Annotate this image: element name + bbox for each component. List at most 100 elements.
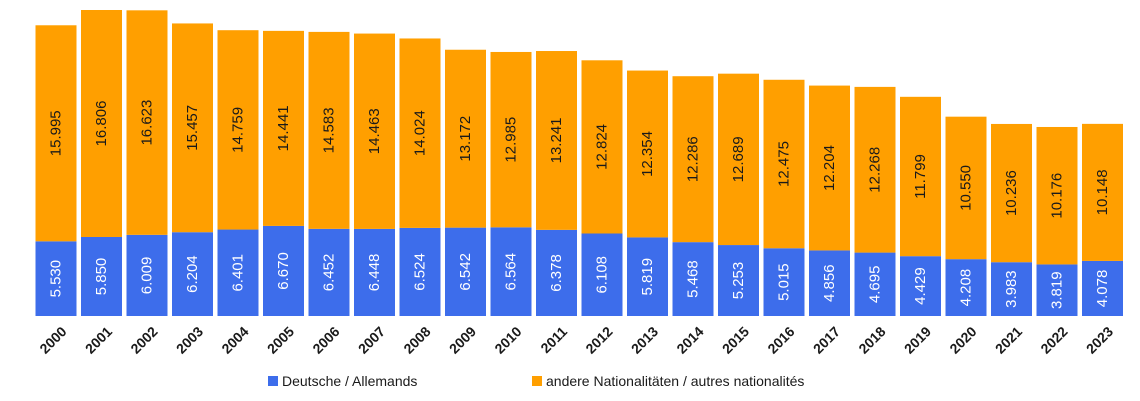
x-tick-2003: 2003: [173, 323, 206, 356]
bar-deutsche-2016: [763, 248, 805, 316]
bar-deutsche-2018: [854, 252, 896, 316]
value-label-deutsche-2003: 6.204: [184, 255, 201, 293]
value-label-deutsche-2007: 6.448: [366, 254, 383, 292]
value-labels-group: 5.530 15.995 5.850 16.806 6.009 16.623 6.204 15…: [48, 100, 1112, 309]
bars-group: [35, 10, 1123, 316]
value-label-andere-2016: 12.475: [776, 141, 793, 187]
value-label-deutsche-2014: 5.468: [685, 260, 702, 298]
x-tick-2020: 2020: [946, 323, 979, 356]
legend-swatch-deutsche: [268, 376, 278, 386]
x-tick-2008: 2008: [400, 323, 433, 356]
value-label-deutsche-2004: 6.401: [230, 254, 247, 292]
x-tick-2012: 2012: [582, 323, 615, 356]
bar-deutsche-2014: [672, 242, 714, 316]
bar-deutsche-2007: [354, 228, 395, 316]
bar-deutsche-2019: [900, 256, 941, 316]
x-tick-2018: 2018: [855, 323, 888, 356]
legend-label-deutsche: Deutsche / Allemands: [282, 373, 417, 389]
bar-deutsche-2011: [536, 229, 577, 316]
value-label-andere-2003: 15.457: [184, 105, 201, 151]
bar-andere-2017: [809, 85, 850, 251]
value-label-deutsche-2019: 4.429: [912, 267, 929, 305]
bar-deutsche-2005: [263, 225, 304, 316]
bar-deutsche-2015: [718, 245, 759, 316]
bar-deutsche-2021: [991, 262, 1032, 316]
bar-andere-2019: [900, 96, 941, 257]
value-label-deutsche-2022: 3.819: [1049, 271, 1066, 309]
bar-deutsche-2017: [809, 250, 850, 316]
x-tick-2000: 2000: [36, 323, 69, 356]
value-label-deutsche-2011: 6.378: [548, 254, 565, 292]
value-label-deutsche-2002: 6.009: [139, 257, 156, 295]
bar-deutsche-2010: [490, 227, 532, 316]
value-label-andere-2019: 11.799: [912, 154, 929, 199]
bar-andere-2009: [445, 49, 486, 228]
x-tick-2010: 2010: [491, 323, 524, 356]
value-label-andere-2017: 12.204: [821, 145, 838, 191]
bar-deutsche-2003: [172, 232, 213, 316]
value-label-deutsche-2006: 6.452: [321, 254, 338, 292]
bar-deutsche-2023: [1082, 260, 1123, 316]
value-label-deutsche-2010: 6.564: [503, 253, 520, 291]
value-label-andere-2023: 10.148: [1094, 169, 1111, 215]
value-label-andere-2005: 14.441: [275, 105, 292, 151]
x-tick-2023: 2023: [1083, 323, 1116, 356]
bar-deutsche-2013: [627, 237, 668, 316]
legend-label-andere: andere Nationalitäten / autres nationali…: [546, 373, 804, 389]
value-label-andere-2007: 14.463: [366, 108, 383, 154]
value-label-deutsche-2021: 3.983: [1003, 270, 1020, 308]
x-tick-2005: 2005: [264, 323, 297, 356]
x-tick-2014: 2014: [673, 323, 706, 356]
x-tick-2016: 2016: [764, 323, 797, 356]
bar-deutsche-2022: [1036, 264, 1078, 316]
value-label-andere-2008: 14.024: [412, 110, 429, 156]
value-label-andere-2010: 12.985: [503, 117, 520, 163]
value-label-andere-2018: 12.268: [867, 147, 884, 193]
value-label-deutsche-2013: 5.819: [639, 258, 656, 296]
x-tick-2013: 2013: [628, 323, 661, 356]
value-label-deutsche-2008: 6.524: [412, 253, 429, 291]
x-axis-ticks: 2000 2001 2002 2003 2004 2005 2006 2007 2008 2009…: [36, 323, 1116, 356]
value-label-deutsche-2023: 4.078: [1094, 270, 1111, 308]
value-label-andere-2009: 13.172: [457, 116, 474, 162]
value-label-deutsche-2000: 5.530: [48, 260, 65, 298]
x-tick-2011: 2011: [537, 323, 570, 356]
bar-andere-2022: [1036, 126, 1078, 265]
bar-andere-2023: [1082, 123, 1123, 261]
bar-deutsche-2009: [445, 227, 486, 316]
bar-deutsche-2002: [126, 234, 168, 316]
bar-andere-2001: [81, 10, 122, 237]
x-tick-2006: 2006: [309, 323, 342, 356]
value-label-andere-2014: 12.286: [685, 136, 702, 182]
value-label-andere-2020: 10.550: [958, 165, 975, 211]
x-tick-2022: 2022: [1037, 323, 1070, 356]
legend: Deutsche / Allemands andere Nationalitäte…: [268, 373, 804, 389]
value-label-andere-2001: 16.806: [93, 101, 110, 147]
bar-deutsche-2008: [399, 227, 441, 316]
bar-deutsche-2001: [81, 236, 122, 316]
value-label-deutsche-2018: 4.695: [867, 266, 884, 304]
bar-andere-2015: [718, 73, 759, 246]
bar-deutsche-2006: [308, 228, 350, 316]
value-label-andere-2012: 12.824: [594, 124, 611, 170]
bar-andere-2002: [126, 10, 168, 235]
bar-deutsche-2012: [581, 233, 623, 316]
value-label-andere-2000: 15.995: [48, 110, 65, 156]
bar-andere-2021: [991, 123, 1032, 263]
x-tick-2002: 2002: [127, 323, 160, 356]
bar-andere-2000: [35, 25, 77, 242]
bar-andere-2020: [945, 116, 987, 260]
value-label-andere-2021: 10.236: [1003, 170, 1020, 216]
bar-deutsche-2000: [35, 241, 77, 316]
value-label-deutsche-2001: 5.850: [93, 258, 110, 296]
bar-andere-2016: [763, 79, 805, 249]
bar-deutsche-2020: [945, 259, 987, 316]
value-label-andere-2022: 10.176: [1049, 173, 1066, 219]
value-label-deutsche-2005: 6.670: [275, 252, 292, 290]
x-tick-2015: 2015: [719, 323, 752, 356]
x-tick-2004: 2004: [218, 323, 251, 356]
bar-andere-2018: [854, 86, 896, 253]
bar-andere-2012: [581, 60, 623, 234]
value-label-deutsche-2009: 6.542: [457, 253, 474, 291]
